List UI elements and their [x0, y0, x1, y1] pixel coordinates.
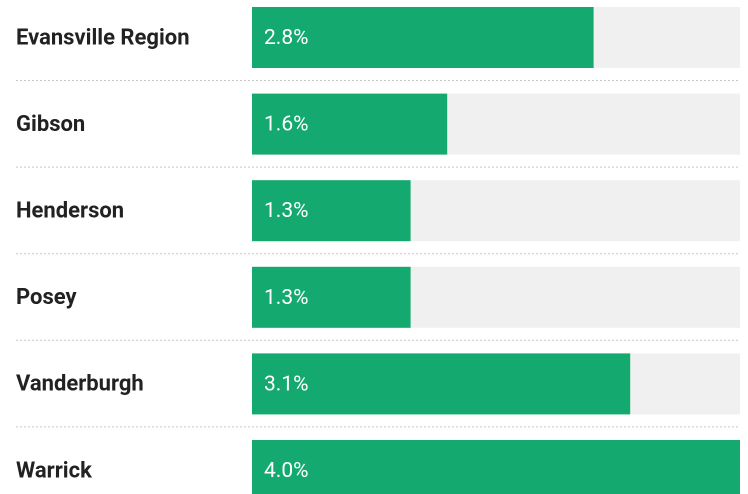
- category-label: Gibson: [16, 112, 85, 137]
- bar: [252, 7, 594, 68]
- value-label: 3.1%: [264, 372, 309, 396]
- category-label: Posey: [16, 285, 78, 310]
- category-label: Vanderburgh: [16, 372, 144, 397]
- bar: [252, 93, 448, 155]
- value-label: 1.3%: [264, 286, 309, 310]
- bar: [252, 180, 411, 242]
- bar: [252, 353, 631, 415]
- value-label: 1.6%: [264, 113, 309, 137]
- category-label: Henderson: [16, 199, 124, 224]
- bar: [252, 266, 411, 328]
- value-label: 1.3%: [264, 199, 309, 223]
- bar: [252, 440, 740, 494]
- category-label: Warrick: [16, 458, 92, 483]
- value-label: 2.8%: [264, 26, 309, 50]
- value-label: 4.0%: [264, 459, 309, 483]
- category-label: Evansville Region: [16, 25, 190, 50]
